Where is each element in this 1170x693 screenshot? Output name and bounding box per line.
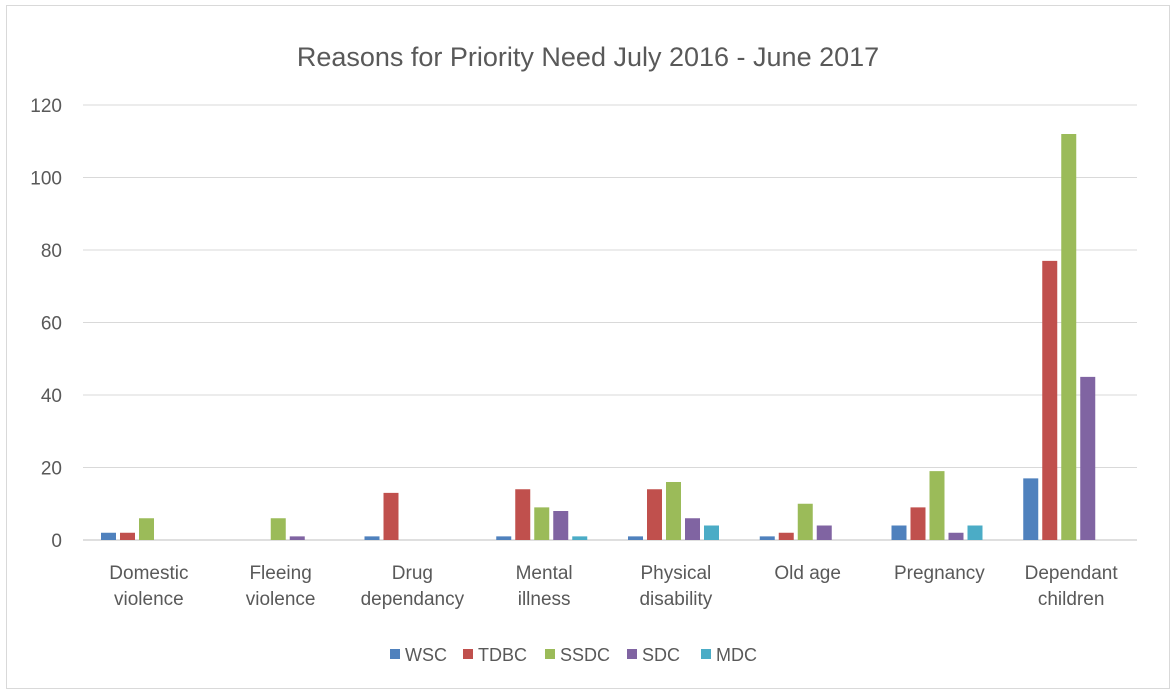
legend-swatch-ssdc: [545, 649, 555, 659]
x-axis: Domestic violence Fleeing violence Drug depen…: [109, 563, 1118, 610]
bar-wsc: [759, 536, 775, 540]
y-tick-label: 0: [51, 531, 62, 552]
legend-swatch-wsc: [390, 649, 400, 659]
legend-swatch-mdc: [701, 649, 711, 659]
bar-mdc: [704, 525, 719, 540]
bar-tdbc: [383, 492, 399, 540]
bar-sdc: [1080, 376, 1096, 540]
bar-ssdc: [534, 507, 550, 540]
x-tick-label: Domestic: [109, 563, 188, 584]
bar-tdbc: [910, 507, 926, 540]
x-tick-label: illness: [518, 589, 571, 610]
y-tick-label: 40: [41, 386, 62, 407]
bar-ssdc: [929, 471, 945, 540]
x-tick-label: Mental: [516, 563, 573, 584]
bar-wsc: [101, 532, 116, 540]
bar-wsc: [628, 536, 643, 540]
bar-mdc: [572, 536, 588, 540]
bar-sdc: [816, 525, 832, 540]
y-tick-label: 80: [41, 241, 62, 262]
x-tick-label: Physical: [641, 563, 712, 584]
x-tick-label: Old age: [774, 563, 841, 584]
x-tick-label: Pregnancy: [894, 563, 985, 584]
bar-wsc: [496, 536, 512, 540]
y-tick-label: 60: [41, 314, 62, 335]
bar-wsc: [364, 536, 380, 540]
bar-tdbc: [1042, 260, 1058, 540]
bar-sdc: [948, 532, 964, 540]
legend-label-mdc: MDC: [716, 645, 757, 665]
legend-label-tdbc: TDBC: [478, 645, 527, 665]
legend-swatch-sdc: [627, 649, 637, 659]
bar-ssdc: [1061, 134, 1077, 540]
bar-wsc: [1023, 478, 1039, 540]
x-tick-label: disability: [639, 589, 712, 610]
bar-ssdc: [797, 503, 813, 540]
legend-swatch-tdbc: [463, 649, 473, 659]
x-tick-label: violence: [246, 589, 316, 610]
bar-sdc: [289, 536, 305, 540]
chart-container: Reasons for Priority Need July 2016 - Ju…: [6, 5, 1170, 689]
y-tick-label: 100: [30, 169, 62, 190]
bar-chart: Reasons for Priority Need July 2016 - Ju…: [30, 42, 1137, 665]
chart-title: Reasons for Priority Need July 2016 - Ju…: [297, 42, 879, 72]
y-tick-label: 20: [41, 459, 62, 480]
legend-label-sdc: SDC: [642, 645, 680, 665]
bar-mdc: [967, 525, 983, 540]
gridlines: [83, 104, 1137, 541]
y-tick-label: 120: [30, 96, 62, 117]
bar-tdbc: [120, 532, 135, 540]
legend-label-wsc: WSC: [405, 645, 447, 665]
bar-tdbc: [647, 489, 662, 540]
bar-sdc: [685, 518, 700, 540]
bar-sdc: [553, 511, 569, 540]
x-tick-label: violence: [114, 589, 184, 610]
bar-tdbc: [778, 532, 794, 540]
bars: [101, 134, 1096, 540]
bar-wsc: [891, 525, 907, 540]
y-axis: 0 20 40 60 80 100 120: [30, 96, 62, 552]
bar-ssdc: [666, 482, 681, 540]
legend-label-ssdc: SSDC: [560, 645, 610, 665]
x-tick-label: Fleeing: [249, 563, 311, 584]
x-tick-label: dependancy: [361, 589, 465, 610]
x-tick-label: Dependant: [1025, 563, 1119, 584]
bar-tdbc: [515, 489, 531, 540]
x-tick-label: Drug: [392, 563, 433, 584]
legend: WSC TDBC SSDC SDC MDC: [390, 645, 757, 665]
bar-ssdc: [139, 518, 154, 540]
bar-ssdc: [270, 518, 286, 540]
x-tick-label: children: [1038, 589, 1105, 610]
